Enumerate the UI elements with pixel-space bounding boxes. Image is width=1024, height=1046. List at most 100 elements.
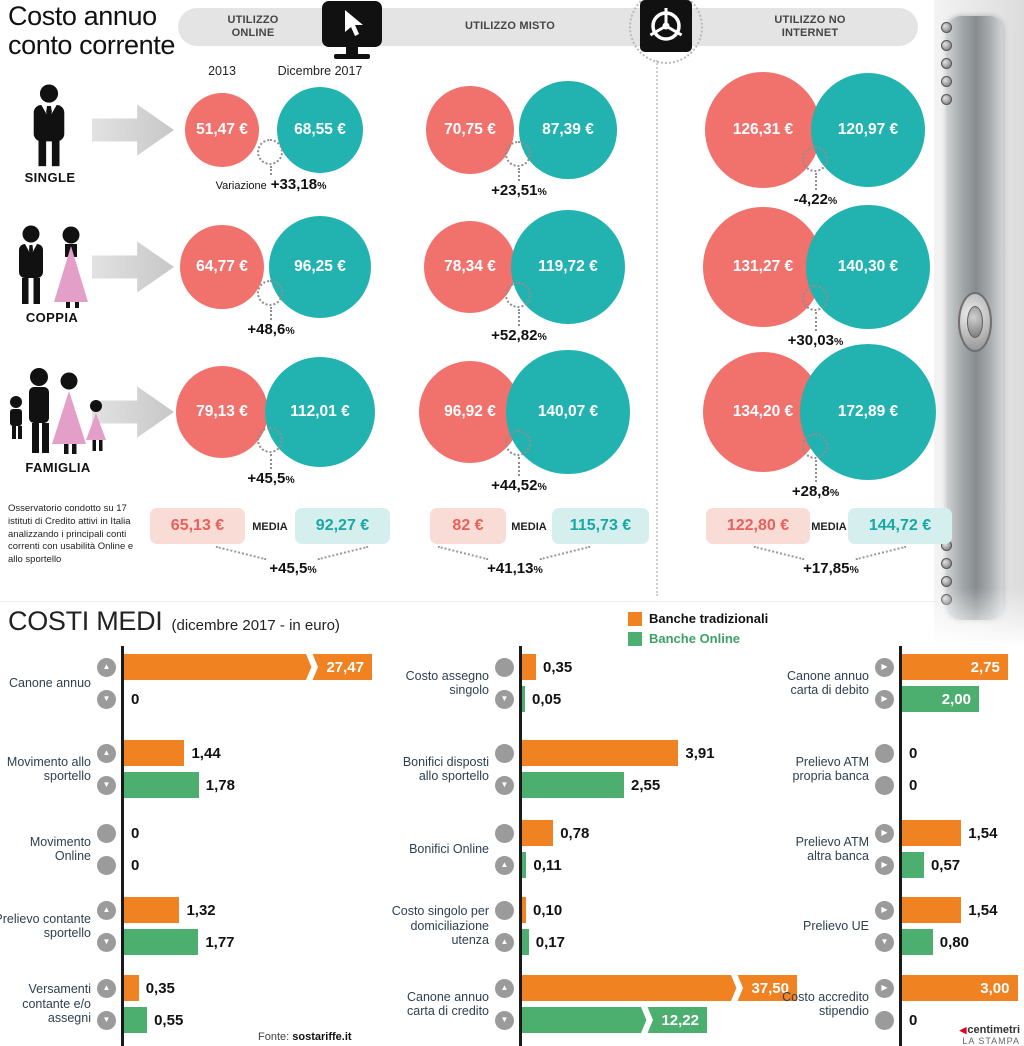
- bar-online: [902, 852, 924, 878]
- computer-cursor-icon: [322, 1, 382, 59]
- variation-label: -4,22%: [736, 191, 896, 208]
- bar-value: 0: [131, 856, 140, 874]
- variation-label: +44,52%: [439, 477, 599, 494]
- variation-connector-circle: [257, 138, 283, 165]
- bar-value: 1,32: [186, 901, 216, 919]
- bar-online: 2,00: [902, 686, 979, 712]
- arrow-dot-icon: [495, 823, 514, 843]
- bar-value: 1,77: [205, 933, 235, 951]
- bar-item-label: Bonifici disposti allo sportello: [402, 754, 489, 783]
- source-name: sostariffe.it: [292, 1031, 352, 1043]
- media-2017-value: 115,73 €: [552, 508, 649, 544]
- media-variation-label: +41,13%: [435, 560, 595, 577]
- source-prefix: Fonte:: [258, 1031, 290, 1043]
- variation-label: +45,5%: [191, 470, 351, 487]
- bubble-2013-value: 131,27 €: [703, 207, 823, 327]
- bar-value: 2,55: [631, 776, 661, 794]
- row-label-coppia: COPPIA: [25, 310, 79, 325]
- family-icon: [10, 368, 106, 454]
- credit-lastampa: LA STAMPA: [962, 1036, 1020, 1046]
- arrow-dot-icon: [97, 855, 116, 875]
- credit-centimetri: ◀centimetri: [959, 1024, 1021, 1036]
- arrow-dot-icon: [495, 900, 514, 920]
- arrow-right-icon: ▶: [875, 823, 894, 843]
- header-utilizzo-no-internet: UTILIZZO NO INTERNET: [774, 13, 846, 39]
- screw-icon: [941, 94, 952, 105]
- media-2013-value: 65,13 €: [150, 508, 245, 544]
- bar-online: [902, 929, 933, 955]
- percent-sign: %: [307, 564, 317, 576]
- bar-online: [124, 772, 199, 798]
- single-person-icon: [33, 84, 65, 167]
- media-variation-label: +17,85%: [751, 560, 911, 577]
- bar-value: 3,91: [685, 744, 715, 762]
- bar-break-mark: [731, 975, 743, 1001]
- arrow-dot-icon: [875, 775, 894, 795]
- arrow-up-icon: ▲: [495, 932, 514, 952]
- bar-trad: [124, 897, 180, 923]
- bar-value: 0: [131, 824, 140, 842]
- arrow-down-icon: ▼: [495, 689, 514, 709]
- bar-trad: 27,47: [124, 654, 372, 680]
- bubble-2013-value: 51,47 €: [184, 92, 260, 168]
- arrow-down-icon: ▼: [495, 1010, 514, 1030]
- bar-value: 0,35: [543, 658, 573, 676]
- arrow-right-icon: ▶: [875, 900, 894, 920]
- bar-trad: [902, 820, 962, 846]
- usage-header-bar: UTILIZZO ONLINE UTILIZZO MISTO UTILIZZO …: [178, 8, 918, 46]
- bar-online: [124, 929, 199, 955]
- bubble-2017-value: 119,72 €: [511, 210, 625, 324]
- variation-value: +45,5: [247, 470, 286, 488]
- atm-handle: [958, 292, 992, 352]
- variation-connector-line: [518, 456, 520, 476]
- bar-item-label: Costo assegno singolo: [405, 668, 489, 697]
- bar-value: 1,44: [191, 744, 221, 762]
- media-2017-value: 144,72 €: [848, 508, 952, 544]
- bar-item-label: Prelievo UE: [803, 918, 869, 933]
- bar-axis: [519, 646, 522, 1046]
- row-label-single: SINGLE: [24, 170, 76, 185]
- credit: ◀centimetri LA STAMPA: [920, 1024, 1021, 1046]
- arrow-down-icon: ▼: [495, 775, 514, 795]
- arrow-dot-icon: [495, 657, 514, 677]
- percent-sign: %: [285, 474, 295, 487]
- arrow-right-icon: ▶: [875, 689, 894, 709]
- media-2013-value: 122,80 €: [706, 508, 810, 544]
- centimetri-logo-icon: ◀: [959, 1025, 967, 1035]
- media-2013-value: 82 €: [430, 508, 506, 544]
- bar-value: 0,57: [930, 856, 961, 874]
- arrow-up-icon: ▲: [97, 743, 116, 763]
- percent-sign: %: [537, 480, 547, 493]
- bar-value: 1,54: [968, 824, 998, 842]
- bubble-2013-value: 64,77 €: [180, 225, 264, 309]
- bubble-2013-value: 96,92 €: [418, 360, 522, 464]
- variation-label: +28,8%: [736, 483, 896, 500]
- bar-value: 0: [909, 744, 918, 762]
- media-label: MEDIA: [252, 521, 288, 533]
- variation-connector-circle: [801, 433, 828, 460]
- percent-sign: %: [849, 564, 859, 576]
- bar-value: 0,05: [532, 690, 562, 708]
- legend-banche-online: Banche Online: [628, 631, 768, 646]
- year-2013-label: 2013: [208, 64, 236, 78]
- percent-sign: %: [285, 325, 295, 338]
- bar-trad: [522, 654, 536, 680]
- bar-trad: 2,75: [902, 654, 1008, 680]
- percent-sign: %: [829, 487, 840, 500]
- variation-label: +52,82%: [439, 327, 599, 344]
- bubble-2017-value: 172,89 €: [799, 343, 937, 481]
- variation-value: +44,52: [491, 476, 538, 494]
- arrow-down-icon: ▼: [97, 775, 116, 795]
- media-2017-value: 92,27 €: [295, 508, 390, 544]
- variation-value: -4,22: [793, 191, 828, 209]
- percent-sign: %: [533, 564, 543, 576]
- arrow-dot-icon: [875, 1010, 894, 1030]
- bar-item-label: Prelievo ATM propria banca: [792, 754, 869, 783]
- screw-icon: [941, 558, 952, 569]
- arrow-up-icon: ▲: [97, 657, 116, 677]
- costi-medi-heading: COSTI MEDI (dicembre 2017 - in euro): [8, 606, 340, 637]
- bar-online: [124, 1007, 148, 1033]
- bubble-2013-value: 126,31 €: [704, 71, 822, 189]
